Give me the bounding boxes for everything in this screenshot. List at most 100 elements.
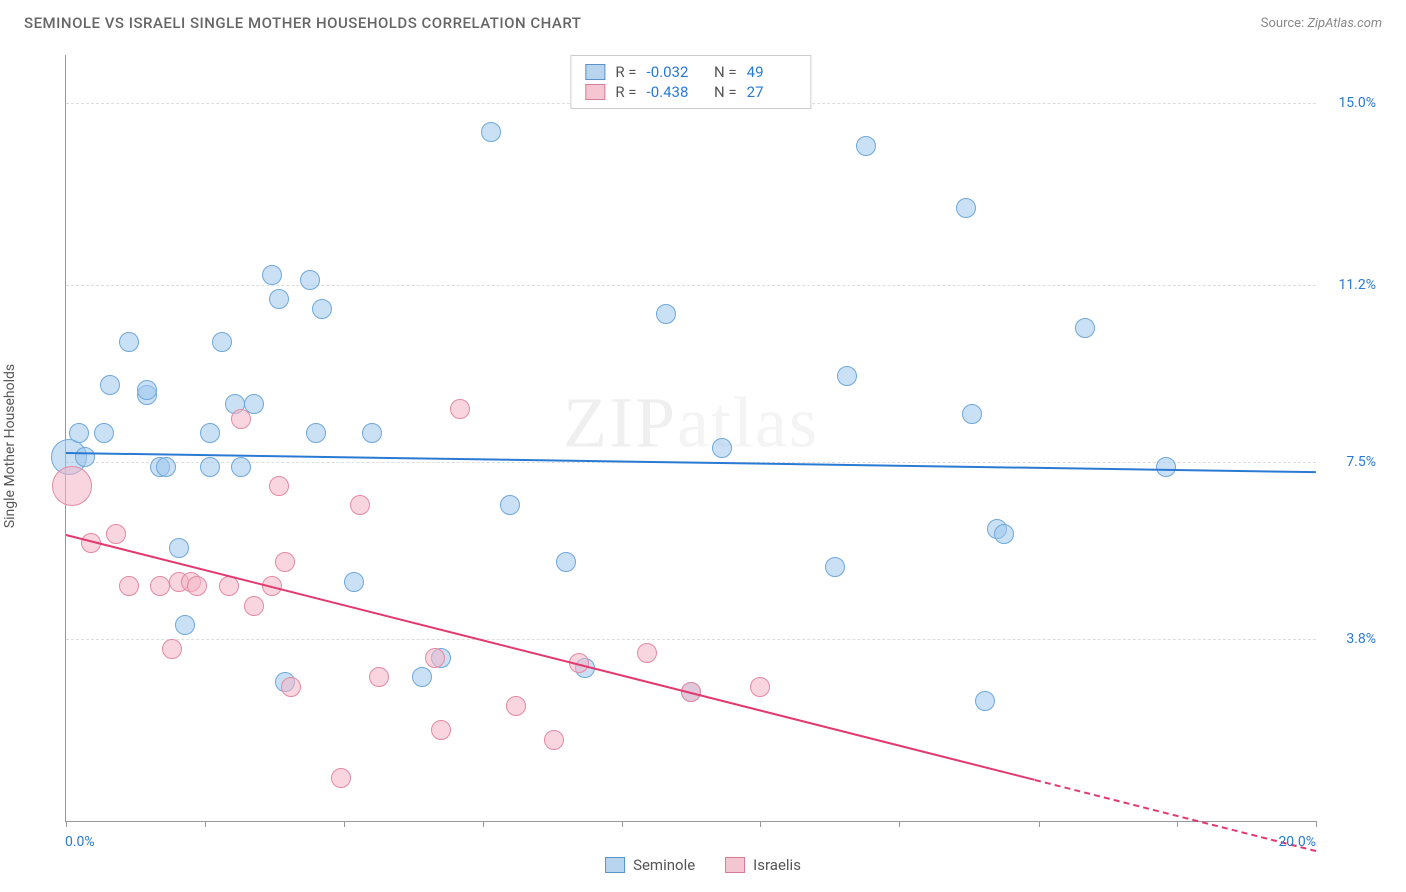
data-point — [962, 404, 982, 424]
x-tick — [622, 821, 623, 827]
y-gridline — [66, 639, 1316, 640]
data-point — [956, 198, 976, 218]
data-point — [231, 409, 251, 429]
data-point — [119, 576, 139, 596]
data-point — [450, 399, 470, 419]
data-point — [156, 457, 176, 477]
watermark: ZIPatlas — [563, 381, 819, 464]
legend-label: Seminole — [633, 856, 695, 874]
data-point — [412, 667, 432, 687]
series-legend: Seminole Israelis — [605, 856, 801, 874]
data-point — [425, 648, 445, 668]
data-point — [175, 615, 195, 635]
stats-legend-row: R = -0.032 N = 49 — [585, 62, 796, 82]
legend-swatch — [605, 857, 625, 873]
data-point — [1156, 457, 1176, 477]
x-axis-max-label: 20.0% — [1278, 834, 1316, 850]
data-point — [369, 667, 389, 687]
x-tick — [1177, 821, 1178, 827]
data-point — [481, 122, 501, 142]
legend-swatch — [585, 84, 605, 100]
data-point — [212, 332, 232, 352]
data-point — [275, 552, 295, 572]
data-point — [200, 423, 220, 443]
data-point — [856, 136, 876, 156]
data-point — [500, 495, 520, 515]
data-point — [269, 476, 289, 496]
y-tick-label: 11.2% — [1321, 277, 1376, 293]
data-point — [119, 332, 139, 352]
data-point — [231, 457, 251, 477]
x-tick — [1039, 821, 1040, 827]
data-point — [556, 552, 576, 572]
x-tick — [760, 821, 761, 827]
chart-title: SEMINOLE VS ISRAELI SINGLE MOTHER HOUSEH… — [24, 14, 581, 32]
plot-area: ZIPatlas R = -0.032 N = 49R = -0.438 N =… — [65, 55, 1316, 822]
data-point — [506, 696, 526, 716]
legend-swatch — [585, 64, 605, 80]
data-point — [306, 423, 326, 443]
data-point — [750, 677, 770, 697]
n-value: 49 — [747, 63, 797, 81]
data-point — [169, 538, 189, 558]
chart-source: Source: ZipAtlas.com — [1261, 16, 1382, 31]
data-point — [656, 304, 676, 324]
data-point — [300, 270, 320, 290]
y-tick-label: 15.0% — [1321, 95, 1376, 111]
data-point — [262, 265, 282, 285]
data-point — [281, 677, 301, 697]
data-point — [331, 768, 351, 788]
stats-legend-row: R = -0.438 N = 27 — [585, 82, 796, 102]
legend-label: Israelis — [753, 856, 801, 874]
n-label: N = — [707, 83, 737, 101]
data-point — [106, 524, 126, 544]
data-point — [137, 380, 157, 400]
y-axis-label: Single Mother Households — [2, 364, 18, 528]
data-point — [712, 438, 732, 458]
x-tick — [344, 821, 345, 827]
data-point — [312, 299, 332, 319]
data-point — [219, 576, 239, 596]
data-point — [100, 375, 120, 395]
data-point — [162, 639, 182, 659]
trend-line — [1035, 779, 1317, 852]
data-point — [69, 423, 89, 443]
data-point — [544, 730, 564, 750]
data-point — [837, 366, 857, 386]
legend-item: Israelis — [725, 856, 801, 874]
data-point — [1075, 318, 1095, 338]
r-label: R = — [615, 83, 636, 101]
data-point — [187, 576, 207, 596]
x-tick — [66, 821, 67, 827]
data-point — [94, 423, 114, 443]
data-point — [994, 524, 1014, 544]
y-gridline — [66, 285, 1316, 286]
r-value: -0.032 — [647, 63, 697, 81]
n-value: 27 — [747, 83, 797, 101]
data-point — [431, 720, 451, 740]
r-label: R = — [615, 63, 636, 81]
x-tick — [1316, 821, 1317, 827]
x-axis-min-label: 0.0% — [65, 834, 95, 850]
data-point — [825, 557, 845, 577]
data-point — [362, 423, 382, 443]
r-value: -0.438 — [647, 83, 697, 101]
data-point — [52, 466, 92, 506]
x-tick — [483, 821, 484, 827]
data-point — [350, 495, 370, 515]
x-tick — [205, 821, 206, 827]
data-point — [150, 576, 170, 596]
n-label: N = — [707, 63, 737, 81]
legend-swatch — [725, 857, 745, 873]
stats-legend: R = -0.032 N = 49R = -0.438 N = 27 — [570, 55, 811, 109]
y-tick-label: 7.5% — [1321, 454, 1376, 470]
y-tick-label: 3.8% — [1321, 631, 1376, 647]
data-point — [75, 447, 95, 467]
data-point — [975, 691, 995, 711]
x-tick — [899, 821, 900, 827]
data-point — [344, 572, 364, 592]
data-point — [269, 289, 289, 309]
legend-item: Seminole — [605, 856, 695, 874]
data-point — [637, 643, 657, 663]
data-point — [244, 596, 264, 616]
